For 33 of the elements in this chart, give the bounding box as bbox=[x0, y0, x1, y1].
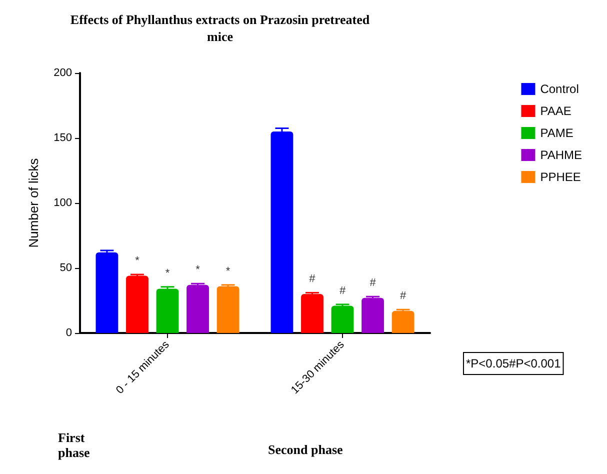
bar bbox=[156, 288, 179, 333]
legend-label: PAAE bbox=[540, 104, 572, 118]
data-label: # bbox=[339, 284, 346, 297]
y-tick-label: 50 bbox=[60, 262, 72, 274]
bar bbox=[126, 276, 148, 333]
bar bbox=[392, 310, 414, 333]
text: Second phase bbox=[268, 442, 343, 457]
y-axis-title: Number of licks bbox=[26, 158, 41, 248]
bar bbox=[270, 132, 294, 333]
data-label: * bbox=[135, 255, 140, 267]
legend-label: PAHME bbox=[540, 148, 582, 162]
bar bbox=[96, 252, 118, 333]
bar bbox=[331, 306, 354, 333]
data-label: # bbox=[370, 277, 377, 290]
text: *P<0.05#P<0.001 bbox=[466, 356, 562, 370]
bar bbox=[216, 286, 240, 333]
y-tick-label: 100 bbox=[54, 197, 72, 209]
legend-label: Control bbox=[540, 82, 579, 96]
y-tick-label: 200 bbox=[54, 67, 72, 79]
bar bbox=[186, 284, 209, 333]
data-label: * bbox=[226, 265, 231, 278]
bar bbox=[362, 298, 384, 333]
text: First phase bbox=[58, 430, 90, 460]
y-tick-label: 0 bbox=[66, 327, 72, 339]
chart-title: Effects of Phyllanthus extracts on Prazosin pretreated mice bbox=[70, 12, 370, 44]
bar bbox=[301, 294, 324, 333]
legend-label: PAME bbox=[540, 126, 574, 140]
data-label: * bbox=[165, 267, 170, 280]
data-label: # bbox=[309, 273, 316, 286]
data-label: # bbox=[400, 290, 407, 302]
data-label: * bbox=[196, 264, 201, 276]
y-tick-label: 150 bbox=[54, 132, 72, 144]
legend-label: PPHEE bbox=[540, 170, 581, 184]
